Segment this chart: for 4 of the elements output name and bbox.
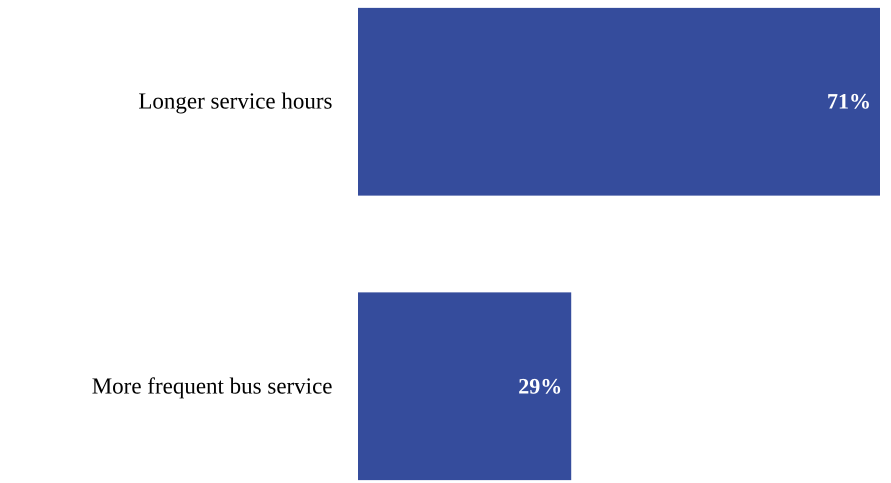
y-tick-label: Longer service hours [138, 88, 333, 114]
y-tick-label: More frequent bus service [92, 373, 332, 398]
data-label: 71% [827, 88, 871, 114]
data-label: 29% [518, 373, 562, 398]
